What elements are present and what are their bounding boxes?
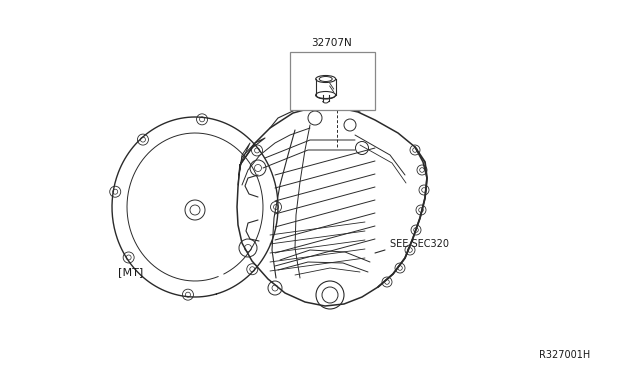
Text: 32707N: 32707N — [312, 38, 353, 48]
Bar — [290, 52, 375, 110]
Text: SEE SEC320: SEE SEC320 — [390, 239, 449, 249]
Text: R327001H: R327001H — [539, 350, 590, 360]
Text: [MT]: [MT] — [118, 267, 143, 277]
